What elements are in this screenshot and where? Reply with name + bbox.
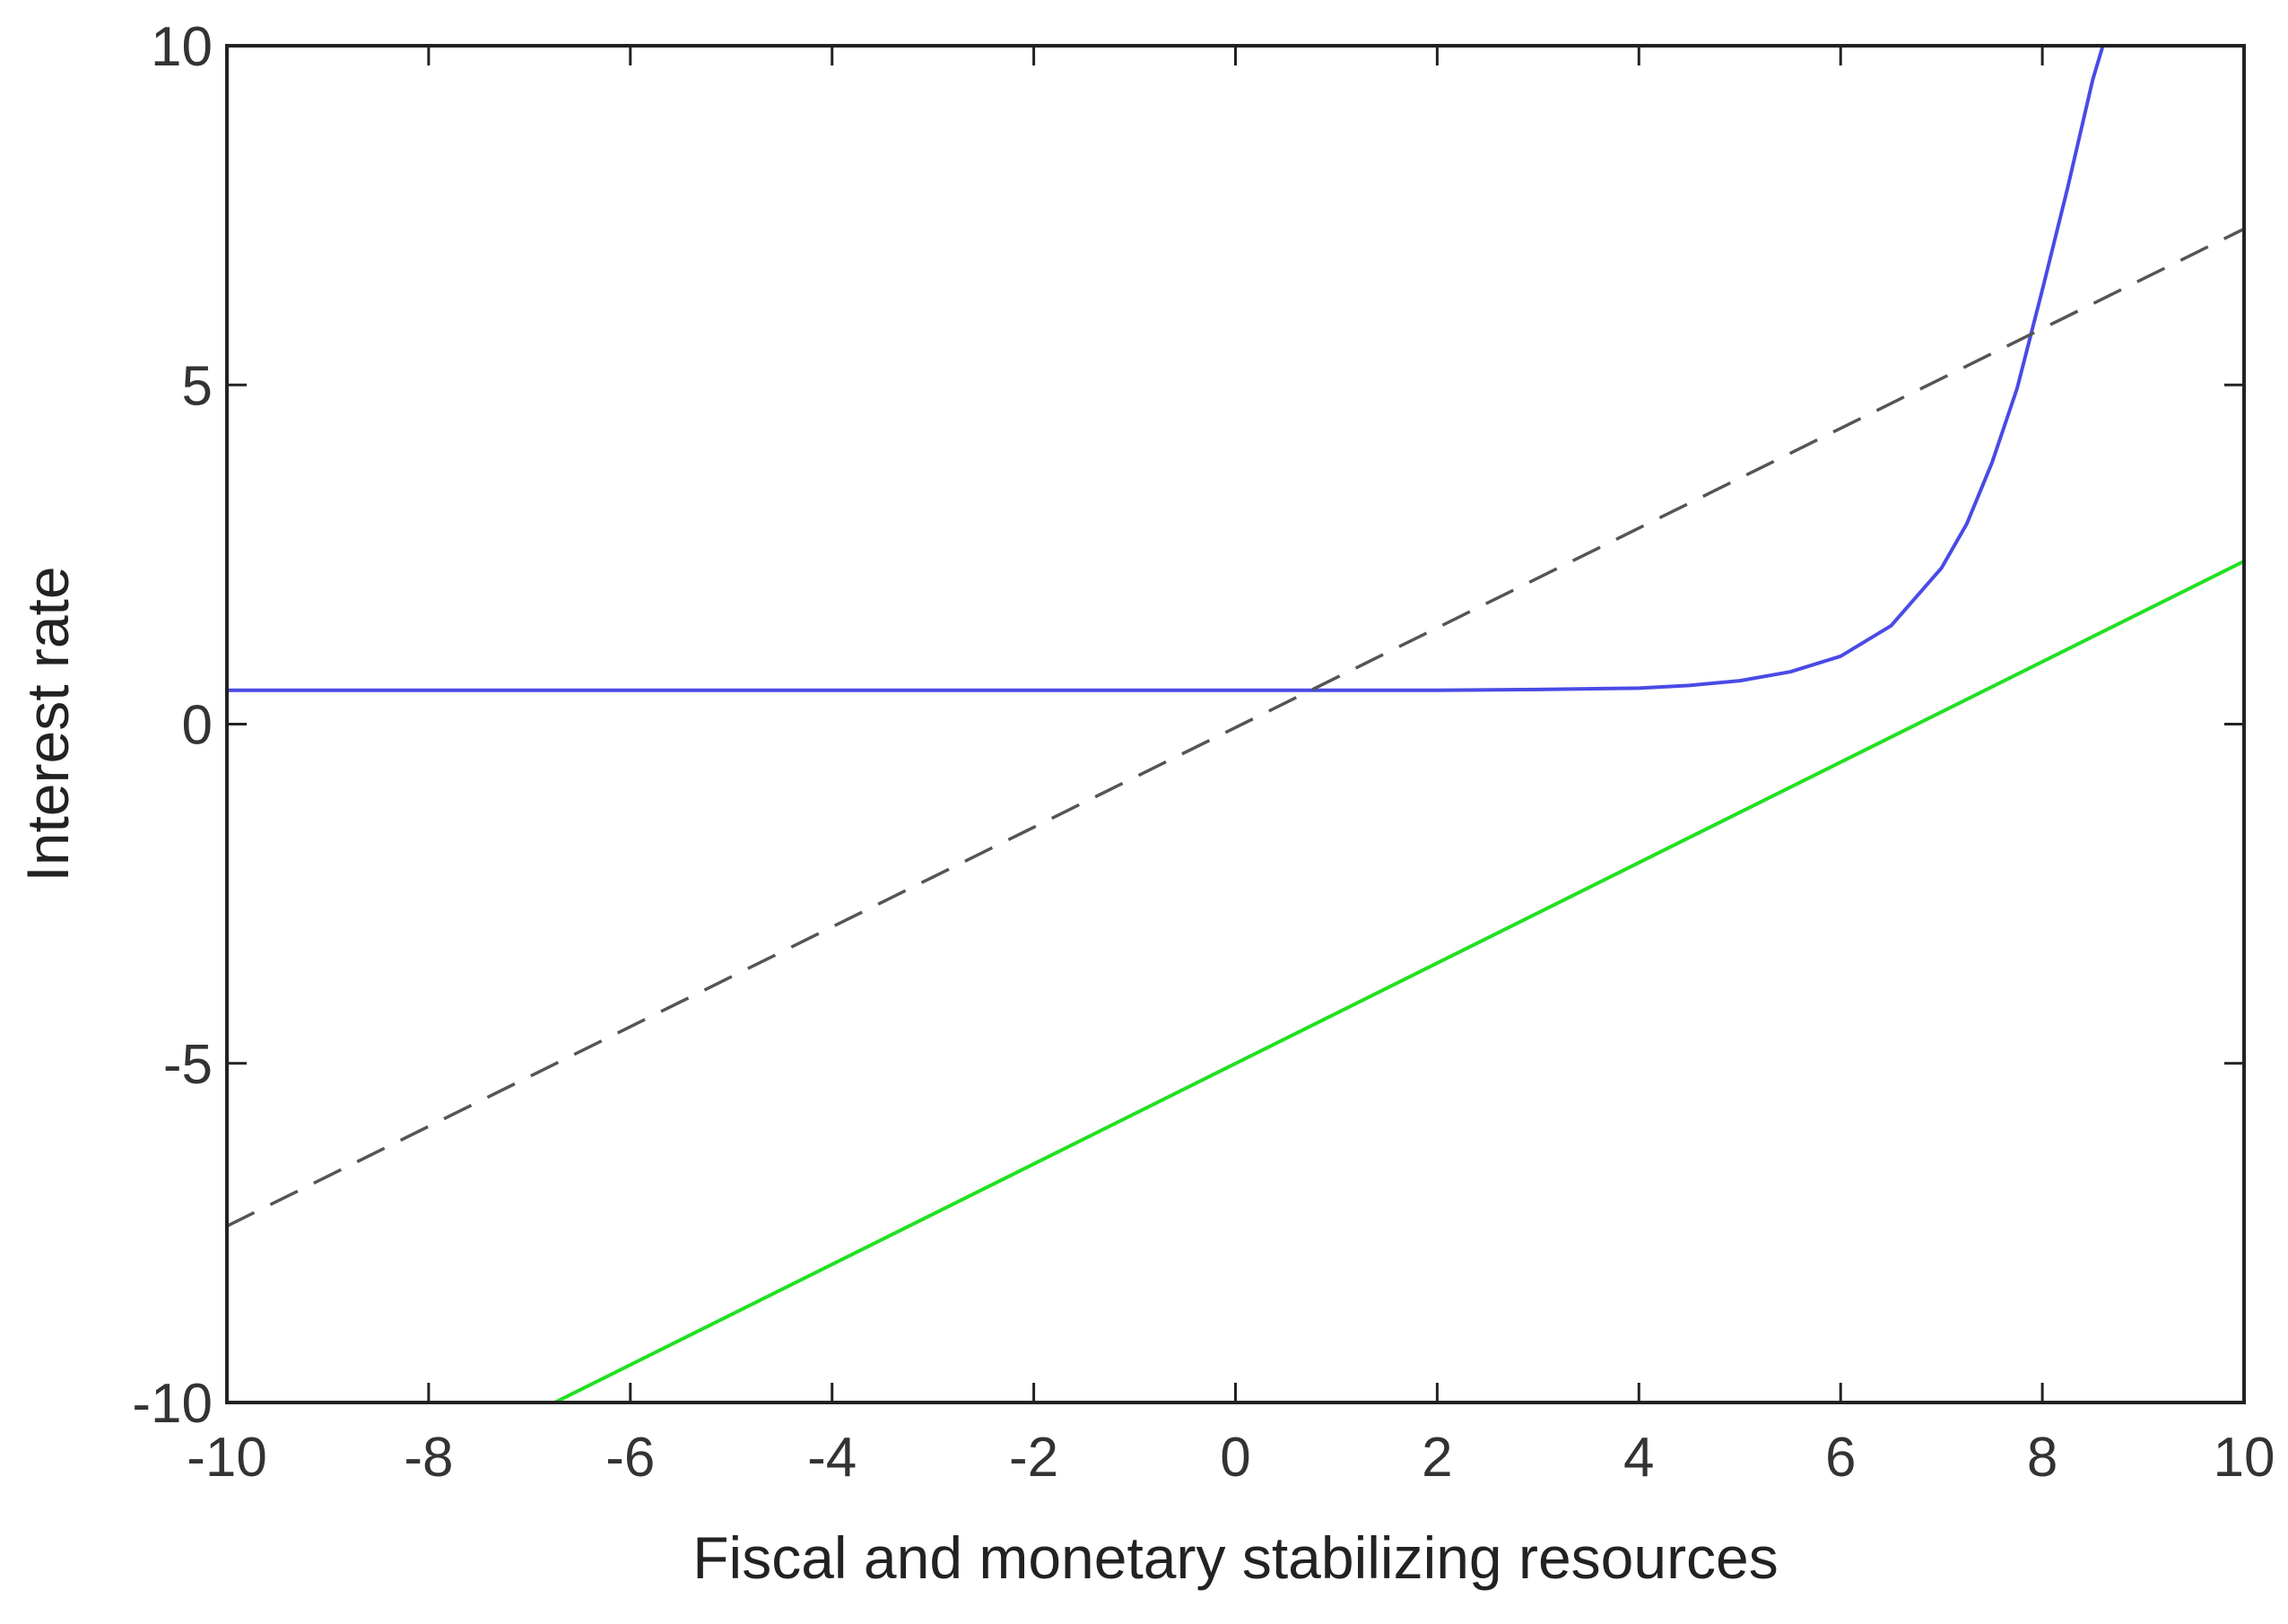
x-tick-label: -6: [605, 1427, 655, 1489]
plot-series-group: [227, 46, 2244, 1403]
x-tick-label: 4: [1623, 1427, 1654, 1489]
x-tick-label: -8: [404, 1427, 453, 1489]
y-axis-title: Interest rate: [14, 566, 81, 881]
x-tick-label: -4: [807, 1427, 857, 1489]
y-tick-label: 0: [182, 695, 213, 757]
green-line-series: [553, 560, 2244, 1403]
x-tick-label: 10: [2214, 1427, 2275, 1489]
y-tick-label: -5: [163, 1034, 213, 1096]
tick-labels-layer: -10 -8 -6 -4 -2 0 2 4 6 8 10 -10 -5 0 5 10: [132, 16, 2275, 1489]
x-tick-label: 0: [1220, 1427, 1250, 1489]
dashed-line-series: [227, 227, 2244, 1228]
blue-curve-series: [227, 46, 2105, 692]
x-tick-label: -2: [1009, 1427, 1058, 1489]
x-tick-label: 8: [2027, 1427, 2057, 1489]
y-tick-label: 10: [151, 16, 213, 78]
x-tick-label: 6: [1825, 1427, 1856, 1489]
ticks-layer: [225, 44, 2246, 1404]
x-axis-title: Fiscal and monetary stabilizing resource…: [692, 1524, 1779, 1591]
plot-frame: [225, 44, 2246, 1404]
x-tick-label: -10: [187, 1427, 267, 1489]
x-tick-label: 2: [1422, 1427, 1452, 1489]
y-tick-label: -10: [132, 1373, 213, 1435]
y-tick-label: 5: [182, 355, 213, 417]
